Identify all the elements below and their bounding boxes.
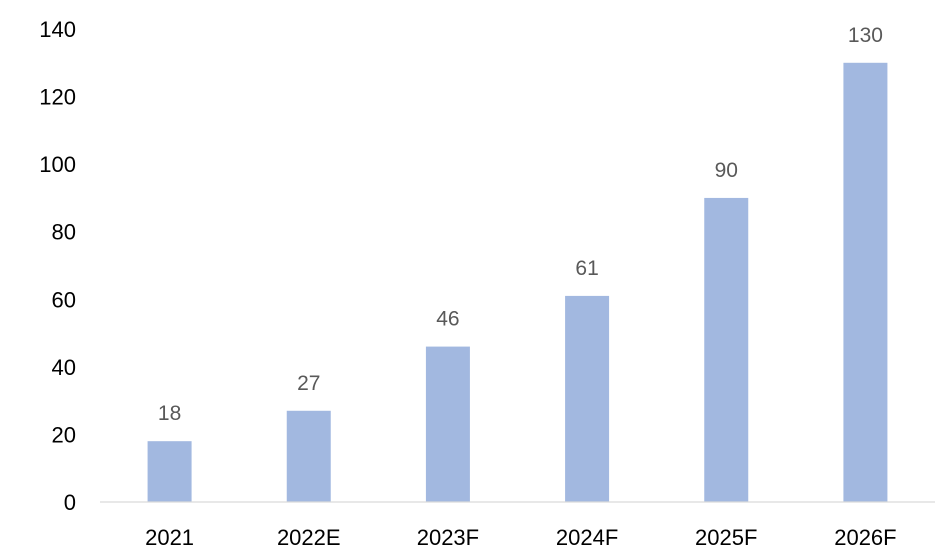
bar-value-label: 18 <box>158 402 181 425</box>
y-tick-label: 0 <box>64 490 76 515</box>
bar <box>147 441 192 502</box>
y-tick-label: 40 <box>52 355 76 380</box>
x-tick-label: 2021 <box>145 525 194 550</box>
bar <box>704 197 749 502</box>
bar <box>286 410 331 502</box>
data-labels: 18 27 46 61 90 130 <box>158 24 883 425</box>
x-tick-label: 2026F <box>834 525 896 550</box>
y-tick-label: 120 <box>39 85 76 110</box>
x-tick-label: 2023F <box>417 525 479 550</box>
bar-value-label: 130 <box>848 24 883 47</box>
bar-value-label: 46 <box>436 308 459 331</box>
bar <box>843 62 888 503</box>
bar-value-label: 61 <box>575 257 598 280</box>
bars <box>147 62 888 503</box>
x-axis-ticks: 2021 2022E 2023F 2024F 2025F 2026F <box>145 525 897 550</box>
y-tick-label: 80 <box>52 220 76 245</box>
x-tick-label: 2024F <box>556 525 618 550</box>
y-tick-label: 20 <box>52 422 76 447</box>
y-tick-label: 100 <box>39 152 76 177</box>
y-axis-ticks: 0 20 40 60 80 100 120 140 <box>39 17 76 515</box>
bar <box>565 295 610 502</box>
x-tick-label: 2025F <box>695 525 757 550</box>
y-tick-label: 60 <box>52 287 76 312</box>
bar <box>425 346 470 502</box>
bar-value-label: 27 <box>297 372 320 395</box>
x-tick-label: 2022E <box>277 525 341 550</box>
y-tick-label: 140 <box>39 17 76 42</box>
bar-value-label: 90 <box>715 159 738 182</box>
